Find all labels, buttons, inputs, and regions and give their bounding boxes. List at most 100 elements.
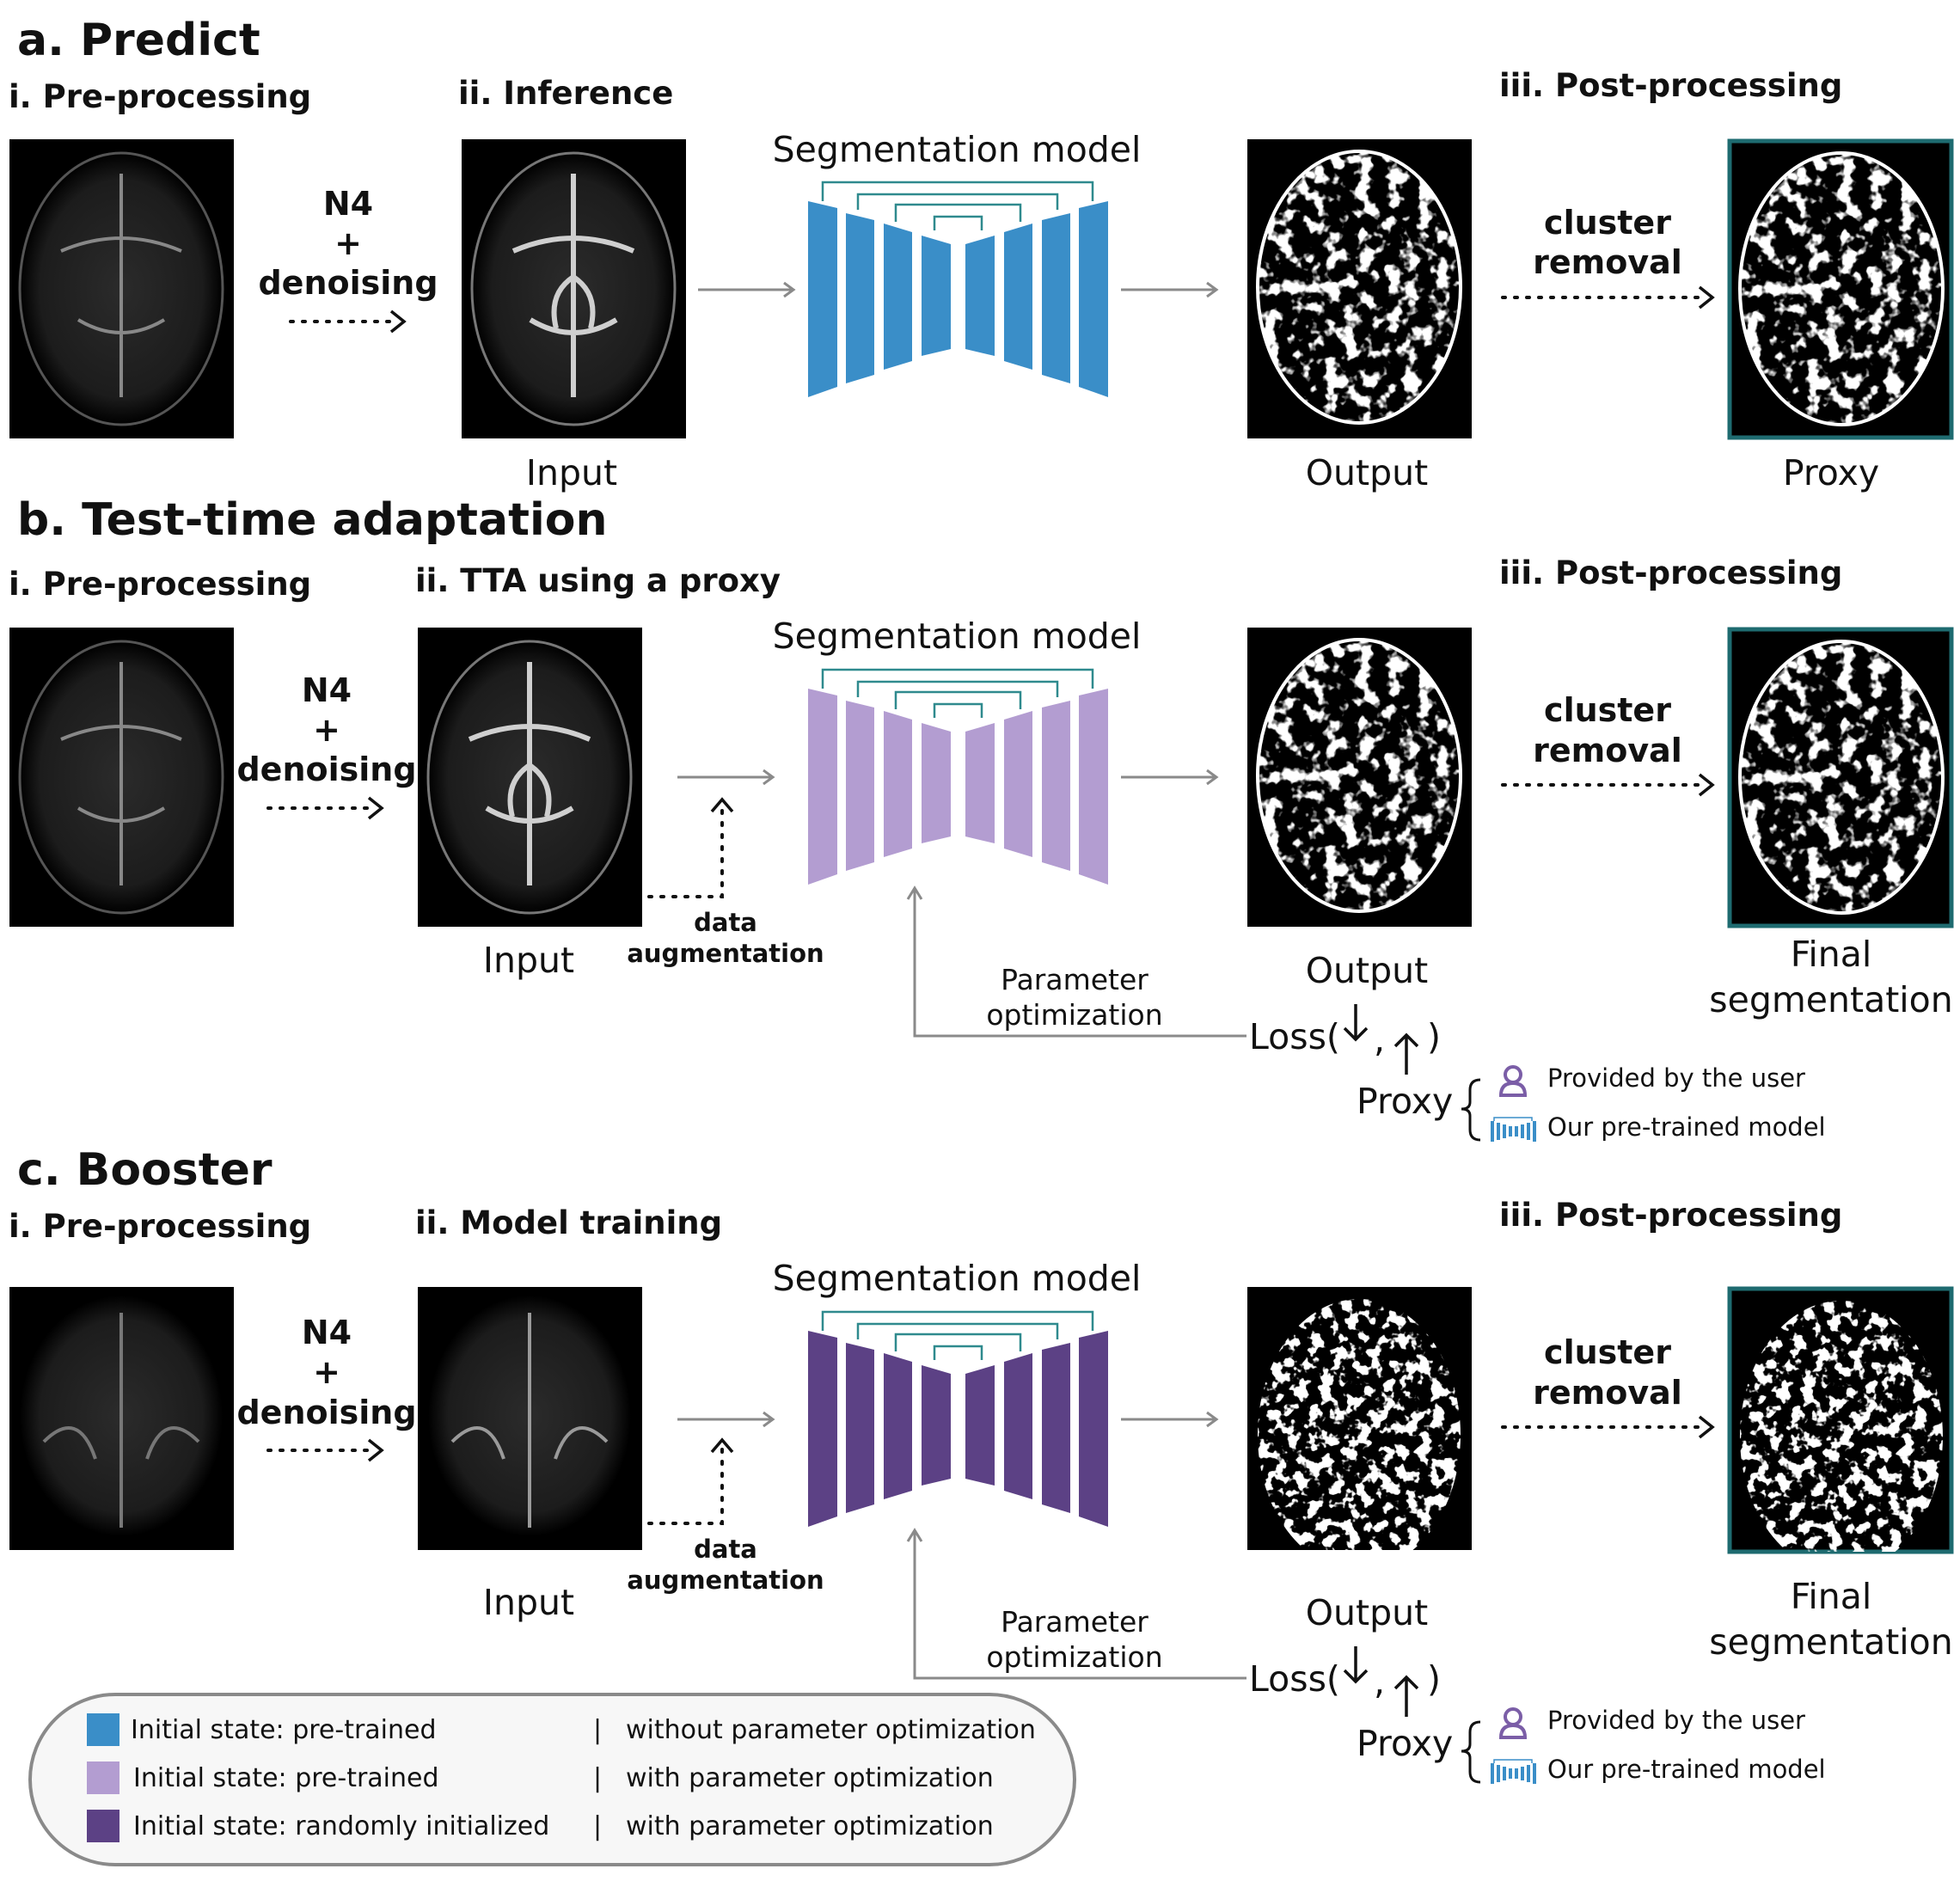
- raw-scan-image: [9, 139, 234, 438]
- pretrained-model-label: Our pre-trained model: [1547, 1755, 1826, 1784]
- panel-title: b. Test-time adaptation: [17, 494, 608, 546]
- final-segmentation-label: Final segmentation: [1709, 934, 1953, 1020]
- proxy-up-arrow: [1393, 1032, 1419, 1075]
- dotted-arrow-head: [389, 309, 407, 334]
- flow-arrow: [677, 1411, 775, 1428]
- svg-text:with parameter optimization: with parameter optimization: [626, 1811, 994, 1841]
- step-tta-title: ii. TTA using a proxy: [415, 562, 781, 599]
- svg-text:data: data: [694, 908, 757, 937]
- svg-text:segmentation: segmentation: [1709, 979, 1953, 1020]
- model-title: Segmentation model: [773, 1258, 1142, 1299]
- svg-text:with parameter optimization: with parameter optimization: [626, 1763, 994, 1793]
- output-label: Output: [1306, 452, 1428, 493]
- network-icon: [1491, 1117, 1536, 1142]
- parameter-optimization-label: Parameter optimization: [986, 963, 1162, 1032]
- step-postprocessing-title: iii. Post-processing: [1499, 1197, 1842, 1234]
- cluster-removal-label: cluster removal: [1533, 1333, 1682, 1412]
- svg-text:,: ,: [1374, 1019, 1385, 1060]
- legend-swatch: [87, 1810, 119, 1842]
- step-preprocessing-title: i. Pre-processing: [9, 1208, 311, 1245]
- svg-text:removal: removal: [1533, 732, 1682, 769]
- input-image: [418, 1287, 642, 1550]
- input-label: Input: [483, 940, 574, 981]
- augmentation-arrow-head: [710, 1437, 734, 1454]
- flow-arrow: [698, 281, 796, 298]
- step-model-training-title: ii. Model training: [415, 1204, 722, 1241]
- svg-text:cluster: cluster: [1544, 691, 1671, 729]
- legend-item: Initial state: randomly initialized | wi…: [87, 1810, 994, 1842]
- proxy-image: [1727, 138, 1954, 440]
- panel-b: b. Test-time adaptation i. Pre-processin…: [9, 494, 1954, 1142]
- pretrained-model-label: Our pre-trained model: [1547, 1112, 1826, 1142]
- segmentation-model-network: [808, 181, 1108, 397]
- svg-text:denoising: denoising: [236, 751, 416, 788]
- loss-label: Loss(: [1249, 1658, 1340, 1700]
- svg-text:|: |: [593, 1811, 602, 1841]
- proxy-label: Proxy: [1357, 1723, 1453, 1764]
- svg-text:Parameter: Parameter: [1001, 1605, 1148, 1639]
- output-label: Output: [1306, 1592, 1428, 1633]
- dotted-arrow-head: [1698, 1415, 1715, 1439]
- dotted-arrow-head: [367, 1438, 384, 1462]
- step-preprocessing-title: i. Pre-processing: [9, 566, 311, 603]
- augmentation-dotted-path: [647, 806, 724, 898]
- n4-denoising-label: N4 + denoising: [258, 185, 438, 302]
- input-image: [418, 628, 642, 927]
- final-segmentation-label: Final segmentation: [1709, 1576, 1953, 1663]
- svg-text:cluster: cluster: [1544, 1333, 1671, 1371]
- step-inference-title: ii. Inference: [458, 75, 673, 112]
- output-down-arrow: [1343, 1646, 1369, 1684]
- step-preprocessing-title: i. Pre-processing: [9, 78, 311, 115]
- panel-a: a. Predict i. Pre-processing ii. Inferen…: [9, 15, 1954, 493]
- loss-function: Loss( , ): [1249, 1646, 1441, 1717]
- proxy-label: Proxy: [1783, 452, 1879, 493]
- legend-swatch: [87, 1762, 119, 1794]
- svg-text:data: data: [694, 1535, 757, 1564]
- output-segmentation-image: [1247, 1287, 1472, 1550]
- n4-denoising-label: N4 + denoising: [236, 671, 416, 788]
- svg-text:N4: N4: [302, 671, 352, 709]
- svg-text:Initial state: randomly initia: Initial state: randomly initialized: [133, 1811, 549, 1841]
- svg-text:|: |: [593, 1715, 602, 1745]
- cluster-removal-label: cluster removal: [1533, 691, 1682, 769]
- user-icon: [1498, 1707, 1528, 1739]
- svg-text:,: ,: [1374, 1661, 1385, 1702]
- flow-arrow: [677, 769, 775, 786]
- step-postprocessing-title: iii. Post-processing: [1499, 554, 1842, 591]
- cluster-removal-label: cluster removal: [1533, 204, 1682, 281]
- dotted-arrow-head: [367, 796, 384, 820]
- flow-arrow: [1121, 769, 1219, 786]
- svg-text:augmentation: augmentation: [627, 1565, 824, 1595]
- svg-text:Final: Final: [1791, 934, 1872, 975]
- legend-item: Initial state: pre-trained | without par…: [87, 1713, 1036, 1746]
- proxy-label: Proxy: [1357, 1081, 1453, 1122]
- svg-text:optimization: optimization: [986, 1640, 1162, 1674]
- svg-text:Initial state: pre-trained: Initial state: pre-trained: [133, 1763, 439, 1793]
- svg-text:optimization: optimization: [986, 998, 1162, 1032]
- svg-text:+: +: [313, 1353, 340, 1391]
- svg-text:Parameter: Parameter: [1001, 963, 1148, 996]
- svg-text:augmentation: augmentation: [627, 939, 824, 968]
- segmentation-model-network: [808, 668, 1108, 885]
- svg-text:): ): [1427, 1016, 1441, 1057]
- panel-title: a. Predict: [17, 15, 260, 66]
- svg-text:): ): [1427, 1658, 1441, 1700]
- svg-text:+: +: [313, 711, 340, 749]
- svg-text:N4: N4: [323, 185, 373, 223]
- proxy-up-arrow: [1393, 1675, 1419, 1717]
- legend-swatch: [87, 1713, 119, 1746]
- n4-denoising-label: N4 + denoising: [236, 1314, 416, 1431]
- output-segmentation-image: [1247, 139, 1472, 438]
- brace: [1461, 1720, 1481, 1784]
- output-label: Output: [1306, 950, 1428, 991]
- legend-item: Initial state: pre-trained | with parame…: [87, 1762, 994, 1794]
- optimization-feedback-arrow: [906, 1528, 1246, 1680]
- augmentation-dotted-path: [647, 1447, 724, 1525]
- final-segmentation-image: [1727, 627, 1954, 928]
- loss-function: Loss( , ): [1249, 1004, 1441, 1075]
- raw-scan-image: [9, 628, 234, 927]
- panel-title: c. Booster: [17, 1144, 273, 1196]
- optimization-feedback-arrow: [906, 885, 1246, 1038]
- output-segmentation-image: [1247, 628, 1472, 927]
- user-icon: [1498, 1065, 1528, 1097]
